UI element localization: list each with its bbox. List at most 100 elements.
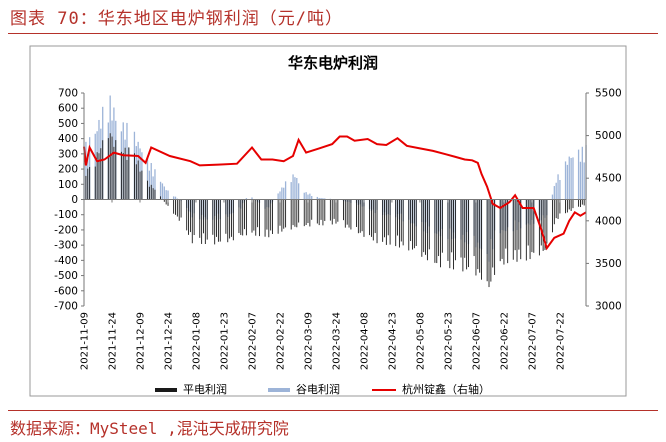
flat-bar [369, 199, 371, 236]
flat-bar [477, 199, 479, 270]
flat-bar [370, 199, 372, 237]
flat-bar [473, 199, 475, 257]
flat-bar [538, 199, 540, 256]
left-tick-label: -500 [54, 270, 78, 282]
flat-bar [376, 199, 378, 244]
left-tick-label: 600 [58, 103, 78, 115]
flat-bar [89, 167, 91, 200]
legend-swatch-flat [155, 388, 177, 392]
flat-bar [311, 199, 313, 220]
valley-bar [311, 196, 313, 200]
flat-bar [451, 199, 453, 253]
flat-bar [186, 199, 188, 231]
valley-bar [320, 197, 322, 200]
flat-bar [115, 140, 117, 200]
flat-bar [87, 168, 89, 200]
flat-bar [283, 199, 285, 229]
flat-bar [251, 199, 253, 233]
left-tick-label: -200 [54, 224, 78, 236]
valley-bar [296, 177, 298, 200]
valley-bar [570, 157, 572, 200]
flat-bar [505, 199, 507, 249]
valley-bar [583, 162, 585, 200]
flat-bar [372, 199, 374, 241]
right-tick-label: 3500 [595, 258, 622, 270]
valley-bar [167, 190, 169, 200]
flat-bar [363, 199, 365, 237]
flat-bar [436, 199, 438, 264]
valley-bar [305, 192, 307, 200]
flat-bar [290, 199, 292, 230]
flat-bar [305, 199, 307, 225]
flat-bar [544, 199, 546, 250]
flat-bar [475, 199, 477, 276]
flat-bar [175, 199, 176, 215]
left-tick-label: -300 [54, 240, 78, 252]
bottom-divider [8, 410, 658, 411]
flat-bar [318, 199, 320, 226]
flat-bar [272, 199, 273, 234]
legend-label-flat: 平电利润 [183, 382, 227, 396]
flat-bar [503, 199, 505, 265]
valley-bar [564, 161, 567, 200]
flat-bar [570, 199, 572, 211]
electric-furnace-profit-chart: 华东电炉利润 -700 -600 -500 -400 -300 -200 -100 0 100 2… [29, 45, 627, 397]
valley-bar [150, 163, 152, 200]
left-tick-label: -400 [54, 255, 78, 267]
x-tick-label: 2021-12-24 [163, 312, 174, 370]
valley-bar [279, 191, 281, 200]
flat-bar [425, 199, 427, 255]
flat-bar [572, 199, 574, 209]
valley-bar [307, 194, 309, 200]
flat-bar [85, 175, 87, 200]
flat-bar [581, 199, 583, 205]
flat-bar [415, 199, 417, 246]
valley-bar [579, 161, 582, 200]
valley-bar [322, 198, 324, 200]
flat-bar [462, 199, 464, 272]
flat-bar [580, 199, 581, 208]
flat-bar [324, 199, 326, 221]
flat-bar [257, 199, 259, 228]
flat-bar [329, 199, 331, 221]
flat-bar [490, 199, 492, 282]
flat-bar [199, 199, 201, 238]
flat-bar [426, 199, 428, 261]
flat-bar [453, 199, 455, 270]
flat-bar [335, 199, 337, 224]
source-note: 数据来源：MySteel ,混沌天成研究院 [10, 419, 289, 438]
flat-bar [441, 199, 443, 253]
left-tick-label: 400 [58, 133, 78, 145]
x-tick-label: 2022-04-08 [359, 312, 370, 370]
flat-bar [333, 199, 335, 219]
flat-bar [178, 199, 180, 221]
valley-bar [553, 186, 555, 200]
flat-bar [268, 199, 270, 238]
flat-bar [423, 199, 425, 253]
valley-bar [146, 157, 149, 200]
top-divider [8, 33, 658, 34]
right-tick-label: 5000 [595, 130, 622, 142]
flat-bar [176, 199, 178, 217]
flat-bar [514, 199, 516, 251]
flat-bar [212, 199, 214, 235]
flat-bar [245, 199, 247, 236]
valley-bar [559, 179, 561, 200]
flat-bar [98, 153, 100, 200]
figure-caption: 图表 70：华东地区电炉钢利润（元/吨） [10, 9, 343, 29]
flat-bar [193, 199, 195, 236]
flat-bar [204, 199, 206, 244]
flat-bar [525, 199, 527, 261]
valley-bar [566, 164, 569, 200]
flat-bar [279, 199, 281, 226]
left-tick-label: 700 [58, 88, 78, 100]
flat-bar [94, 166, 96, 200]
flat-bar [408, 199, 410, 251]
axes: -700 -600 -500 -400 -300 -200 -100 0 100 200 300 40… [54, 88, 622, 371]
left-tick-label: 0 [71, 194, 78, 206]
flat-bar [389, 199, 391, 245]
flat-bar [122, 153, 124, 200]
valley-bar [284, 181, 287, 200]
flat-bar [102, 140, 104, 200]
right-tick-label: 3000 [595, 301, 622, 313]
